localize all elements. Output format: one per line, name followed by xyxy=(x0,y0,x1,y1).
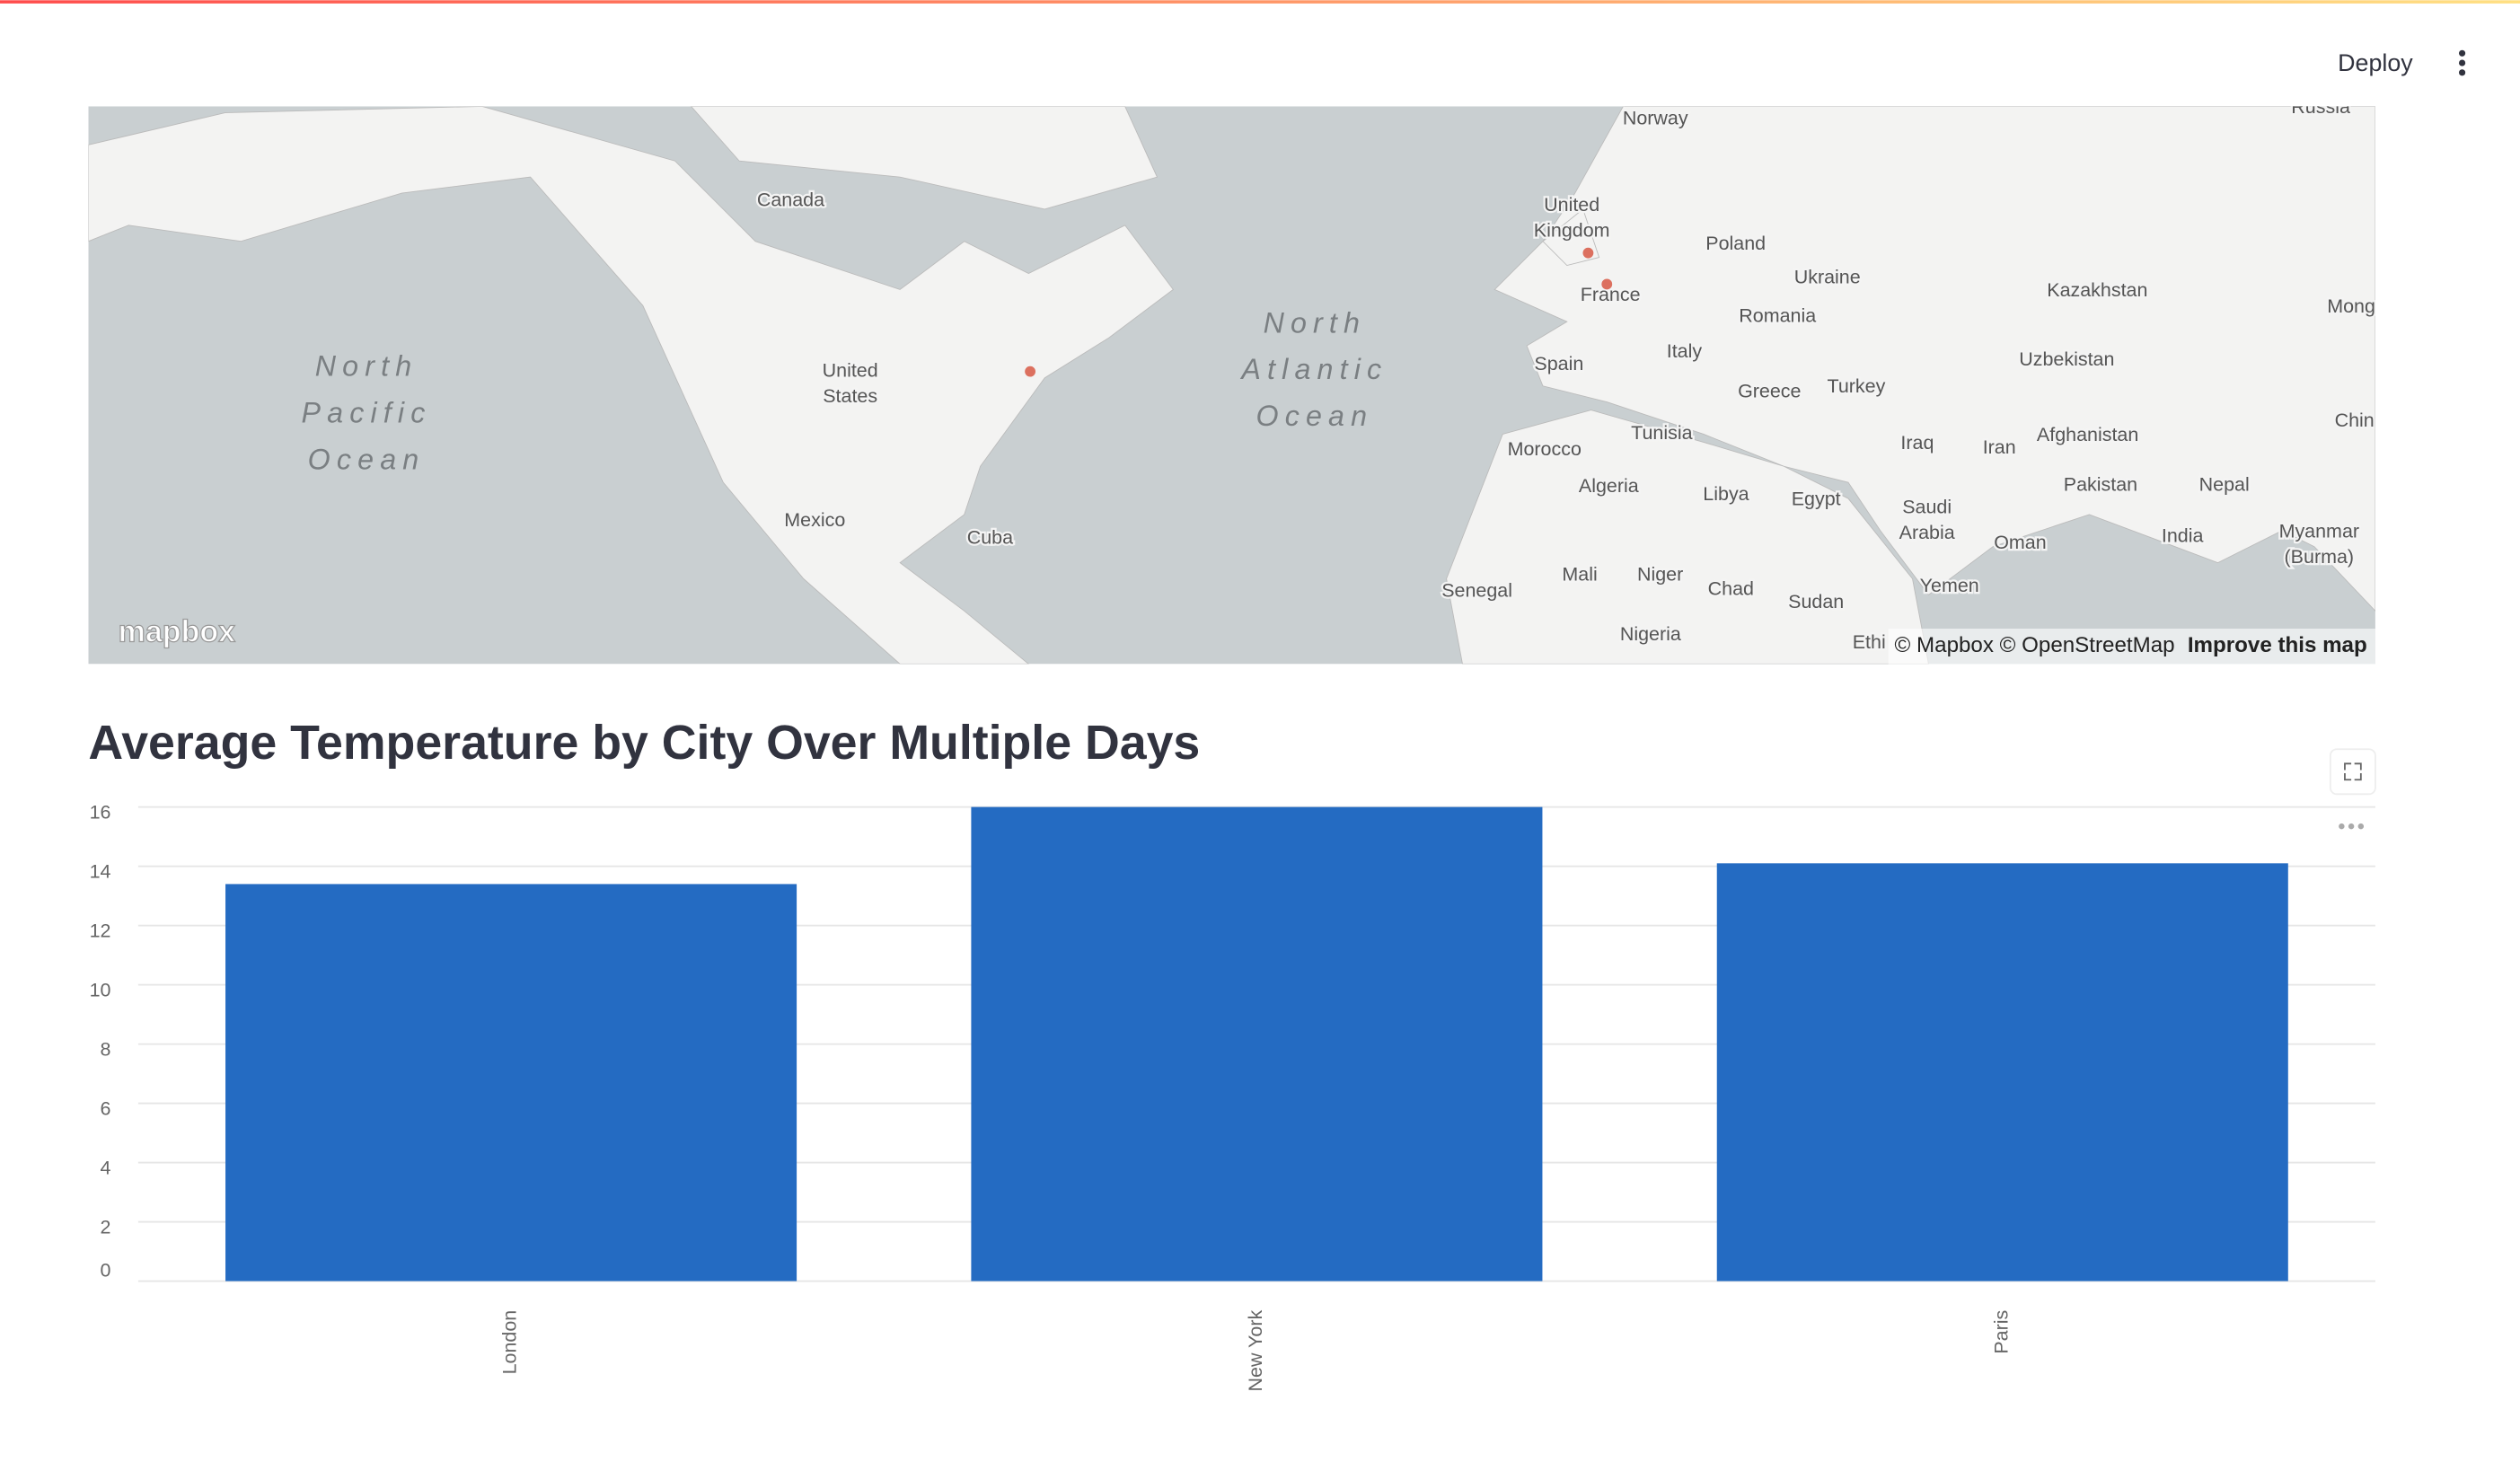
y-tick-label: 8 xyxy=(101,1038,111,1060)
ocean-label: North xyxy=(315,350,419,383)
bar xyxy=(1716,863,2288,1282)
country-label: France xyxy=(1581,284,1641,305)
country-label: Oman xyxy=(1994,532,2046,553)
country-label: Nigeria xyxy=(1620,623,1681,645)
country-label: Cuba xyxy=(967,526,1013,548)
map-point xyxy=(1582,247,1594,259)
map-point xyxy=(1601,278,1613,290)
country-label: Nepal xyxy=(2199,473,2250,495)
country-label: Iraq xyxy=(1900,432,1934,454)
fullscreen-button[interactable] xyxy=(2329,748,2376,796)
ocean-label: North xyxy=(1264,306,1367,339)
country-label: Afghanistan xyxy=(2037,424,2138,445)
country-label: Mong xyxy=(2327,295,2375,317)
country-label: Chad xyxy=(1708,578,1754,600)
y-tick-label: 10 xyxy=(90,979,111,1000)
country-label: Yemen xyxy=(1920,575,1979,596)
country-label: (Burma) xyxy=(2285,546,2355,568)
country-label: States xyxy=(823,385,877,407)
country-label: Canada xyxy=(757,189,824,211)
attribution[interactable]: © Mapbox © OpenStreetMap xyxy=(1895,633,2175,657)
map-logo[interactable]: mapbox xyxy=(118,614,236,649)
y-tick-label: 6 xyxy=(101,1097,111,1119)
y-tick-label: 14 xyxy=(90,860,111,882)
country-label: Mali xyxy=(1562,564,1597,586)
x-tick-label: Paris xyxy=(1990,1310,2012,1354)
country-label: Kingdom xyxy=(1534,220,1610,242)
x-tick-label: London xyxy=(499,1310,521,1375)
country-label: Greece xyxy=(1738,381,1801,402)
x-tick-label: New York xyxy=(1245,1310,1266,1392)
y-tick-label: 12 xyxy=(90,920,111,941)
country-label: Egypt xyxy=(1792,489,1841,510)
ocean-label: Ocean xyxy=(1256,400,1374,432)
country-label: Tunisia xyxy=(1631,422,1692,444)
chart-title: Average Temperature by City Over Multipl… xyxy=(88,716,1200,770)
country-label: Italy xyxy=(1667,340,1703,362)
country-label: Mexico xyxy=(784,509,845,531)
improve-map-link[interactable]: Improve this map xyxy=(2188,633,2367,657)
country-label: Morocco xyxy=(1508,438,1582,460)
attribution-bg xyxy=(1888,628,2375,665)
ocean-label: Ocean xyxy=(308,443,426,475)
country-label: Spain xyxy=(1534,353,1583,374)
country-label: Algeria xyxy=(1579,475,1639,497)
country-label: Saudi xyxy=(1902,496,1952,517)
country-label: Iran xyxy=(1983,436,2016,458)
country-label: Sudan xyxy=(1788,591,1844,612)
y-tick-label: 2 xyxy=(101,1216,111,1238)
map[interactable]: Norway Russia Canada United Kingdom Poland Ukr… xyxy=(88,96,2375,665)
country-label: Poland xyxy=(1705,233,1766,254)
chart-menu[interactable] xyxy=(2339,823,2365,830)
bar xyxy=(225,884,797,1282)
y-tick-label: 4 xyxy=(101,1157,111,1178)
country-label: Senegal xyxy=(1441,580,1512,602)
country-label: Myanmar xyxy=(2279,520,2359,542)
country-label: Ethi xyxy=(1853,631,1886,653)
country-label: Turkey xyxy=(1828,375,1886,397)
country-label: Niger xyxy=(1637,564,1683,586)
y-tick-label: 16 xyxy=(90,801,111,823)
map-point xyxy=(1025,366,1036,377)
bar xyxy=(971,806,1543,1282)
menu-button[interactable] xyxy=(2458,49,2466,76)
top-bar xyxy=(0,0,2520,4)
country-label: Chin xyxy=(2335,410,2375,431)
land xyxy=(88,106,2375,665)
country-label: United xyxy=(1544,194,1599,216)
y-tick-label: 0 xyxy=(101,1259,111,1281)
country-label: Arabia xyxy=(1899,522,1955,543)
country-label: Uzbekistan xyxy=(2019,348,2114,370)
deploy-button[interactable]: Deploy xyxy=(2338,49,2413,76)
country-label: Romania xyxy=(1739,304,1816,326)
country-label: Libya xyxy=(1703,483,1749,505)
ocean-label: Atlantic xyxy=(1239,353,1388,385)
country-label: United xyxy=(823,359,878,381)
country-label: Norway xyxy=(1623,107,1688,128)
country-label: Ukraine xyxy=(1794,267,1861,288)
country-label: India xyxy=(2162,525,2204,547)
country-label: Pakistan xyxy=(2064,473,2137,495)
country-label: Russia xyxy=(2291,96,2350,118)
country-label: Kazakhstan xyxy=(2047,279,2147,301)
ocean-label: Pacific xyxy=(302,397,432,429)
